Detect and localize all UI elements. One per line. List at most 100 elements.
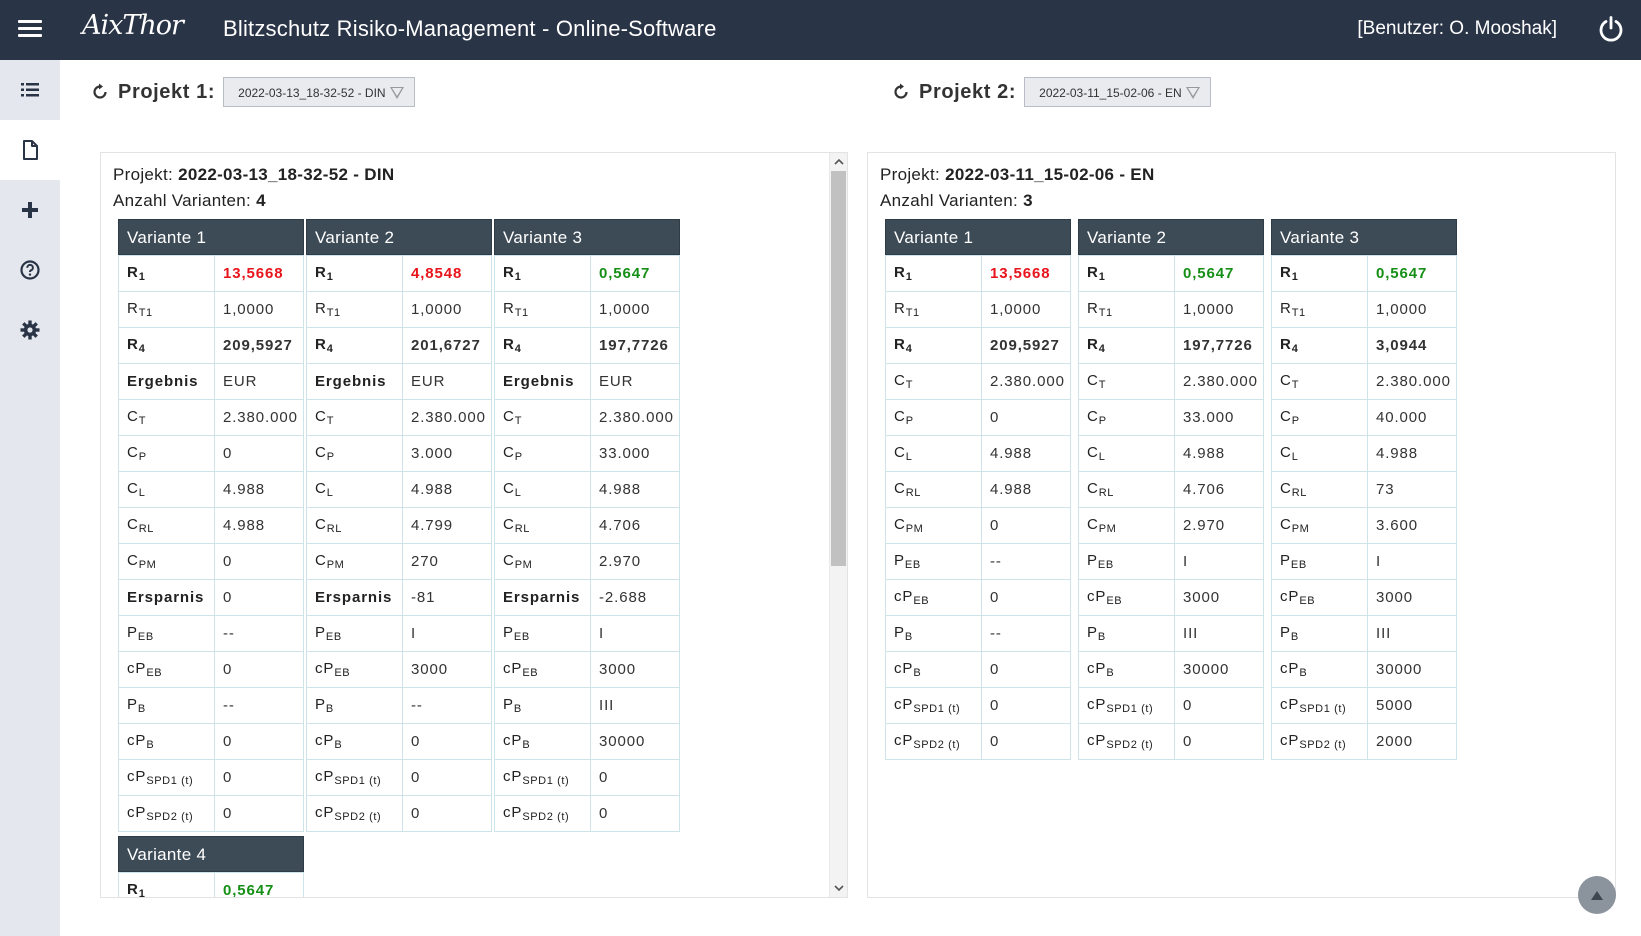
table-row: CP 0: [885, 399, 1071, 436]
row-value: 3000: [402, 651, 492, 688]
row-value: 0: [981, 687, 1071, 724]
row-key-subscript: 4: [1291, 343, 1299, 355]
variant-count-label: Anzahl Varianten:: [113, 191, 252, 210]
row-value: 0: [402, 723, 492, 760]
row-key: PEB: [118, 615, 215, 652]
refresh-icon[interactable]: [90, 82, 110, 102]
row-value: 1,0000: [1367, 291, 1457, 328]
project1-panel[interactable]: Projekt: 2022-03-13_18-32-52 - DIN Anzah…: [100, 152, 848, 898]
row-key-label: C: [503, 480, 515, 497]
row-key-subscript: SPD2 (t): [1299, 739, 1347, 751]
row-key: CRL: [118, 507, 215, 544]
row-value: 4.988: [1174, 435, 1264, 472]
row-key-label: C: [894, 480, 906, 497]
table-row: cPEB 0: [885, 579, 1071, 616]
row-key: cPSPD2 (t): [885, 723, 982, 760]
row-key: CPM: [1078, 507, 1175, 544]
row-key: CP: [1078, 399, 1175, 436]
table-row: PEB I: [494, 615, 680, 652]
variant-title: Variante 1: [118, 219, 304, 255]
row-value: 209,5927: [214, 327, 304, 364]
variant-table: R1 0,5647: [118, 872, 304, 897]
row-key: PB: [306, 687, 403, 724]
row-key-label: C: [503, 444, 515, 461]
row-key-subscript: EB: [325, 631, 342, 643]
row-key-label: C: [1087, 408, 1099, 425]
sidebar-item-list[interactable]: [0, 60, 60, 120]
row-value: 0,5647: [1174, 255, 1264, 292]
row-key-label: R: [127, 300, 139, 317]
row-key-subscript: B: [1097, 631, 1106, 643]
power-icon[interactable]: [1597, 15, 1625, 43]
table-row: CL 4.988: [885, 435, 1071, 472]
row-key-subscript: EB: [137, 631, 154, 643]
row-key-label: Ersparnis: [503, 589, 581, 606]
row-key-subscript: EB: [522, 667, 539, 679]
sidebar: [0, 60, 60, 936]
row-key-label: R: [503, 336, 515, 353]
variant-card: Variante 2 R1 0,5647 RT1 1,0000 R4 197,7726 CT 2…: [1078, 219, 1264, 760]
table-row: CT 2.380.000: [118, 399, 304, 436]
row-key-label: C: [1280, 408, 1292, 425]
row-key-label: cP: [503, 660, 523, 677]
row-value: 0,5647: [214, 872, 304, 897]
sidebar-item-settings[interactable]: [0, 300, 60, 360]
table-row: CRL 73: [1271, 471, 1457, 508]
row-key-subscript: EB: [1290, 559, 1307, 571]
row-value: 3000: [590, 651, 680, 688]
row-key: CT: [885, 363, 982, 400]
row-key-label: C: [127, 408, 139, 425]
refresh-icon[interactable]: [891, 82, 911, 102]
row-value: 3000: [1367, 579, 1457, 616]
row-value: --: [214, 615, 304, 652]
project2-panel[interactable]: Projekt: 2022-03-11_15-02-06 - EN Anzahl…: [867, 152, 1616, 898]
row-key-label: cP: [127, 768, 147, 785]
row-value: 1,0000: [590, 291, 680, 328]
scroll-up-arrow-icon[interactable]: [830, 153, 847, 170]
menu-icon[interactable]: [18, 19, 42, 39]
row-key: R1: [1078, 255, 1175, 292]
row-value: 2.380.000: [402, 399, 492, 436]
row-key-subscript: EB: [1299, 595, 1316, 607]
sidebar-item-document[interactable]: [0, 120, 60, 180]
project2-select[interactable]: 2022-03-11_15-02-06 - EN: [1024, 77, 1211, 107]
row-key: cPSPD1 (t): [494, 759, 591, 796]
table-row: Ergebnis EUR: [118, 363, 304, 400]
table-row: cPEB 3000: [1271, 579, 1457, 616]
row-key-subscript: B: [1299, 667, 1308, 679]
scrollbar[interactable]: [829, 153, 847, 897]
row-value: 2.380.000: [214, 399, 304, 436]
row-key-label: P: [1087, 624, 1098, 641]
table-row: PEB --: [885, 543, 1071, 580]
table-row: CP 33.000: [494, 435, 680, 472]
row-key-subscript: 4: [514, 343, 522, 355]
row-key-subscript: T1: [514, 307, 529, 319]
row-key-label: R: [1280, 264, 1292, 281]
row-key: R4: [306, 327, 403, 364]
scroll-down-arrow-icon[interactable]: [830, 880, 847, 897]
sidebar-item-add[interactable]: [0, 180, 60, 240]
row-key-subscript: B: [137, 703, 146, 715]
scrollbar-thumb[interactable]: [831, 171, 846, 566]
row-key: CL: [885, 435, 982, 472]
row-value: 1,0000: [1174, 291, 1264, 328]
table-row: cPB 0: [885, 651, 1071, 688]
row-value: 73: [1367, 471, 1457, 508]
row-key-label: Ergebnis: [503, 373, 575, 390]
row-key-label: C: [894, 408, 906, 425]
scroll-to-top-button[interactable]: [1578, 876, 1616, 914]
variant-table: R1 4,8548 RT1 1,0000 R4 201,6727 Ergebnis EUR CT…: [306, 255, 492, 832]
sidebar-item-help[interactable]: [0, 240, 60, 300]
row-value: 0,5647: [1367, 255, 1457, 292]
row-key-subscript: T: [1291, 379, 1300, 391]
row-value: 30000: [1174, 651, 1264, 688]
row-key: CL: [1271, 435, 1368, 472]
row-key: Ergebnis: [494, 363, 591, 400]
row-key: PEB: [494, 615, 591, 652]
row-key-subscript: T1: [138, 307, 153, 319]
row-key: cPSPD2 (t): [1078, 723, 1175, 760]
variant-card: Variante 1 R1 13,5668 RT1 1,0000 R4 209,5927 CT…: [885, 219, 1071, 760]
project1-select[interactable]: 2022-03-13_18-32-52 - DIN: [223, 77, 415, 107]
row-value: 13,5668: [981, 255, 1071, 292]
row-key-subscript: T1: [1098, 307, 1113, 319]
